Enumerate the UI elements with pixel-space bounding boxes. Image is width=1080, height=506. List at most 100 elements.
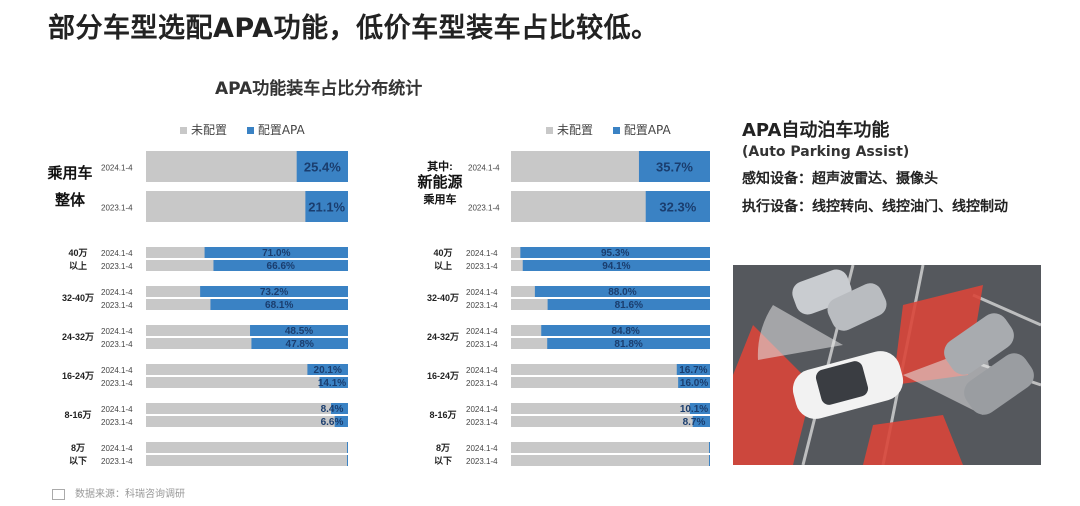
- period-label: 2024.1-4: [466, 249, 498, 258]
- bar-configured: [251, 338, 348, 349]
- period-label: 2024.1-4: [101, 327, 133, 336]
- bar-not-configured: [146, 455, 348, 466]
- legend-swatch-grey: [546, 127, 553, 134]
- period-label: 2024.1-4: [466, 405, 498, 414]
- apa-info-panel: APA自动泊车功能 (Auto Parking Assist) 感知设备：超声波…: [742, 116, 1072, 216]
- legend-label: 配置APA: [623, 123, 671, 137]
- period-label: 2023.1-4: [101, 379, 133, 388]
- period-label: 2023.1-4: [466, 301, 498, 310]
- bar-configured: [709, 442, 710, 453]
- period-label: 2024.1-4: [101, 288, 133, 297]
- value-label: 73.2%: [260, 287, 288, 298]
- value-label: 8.4%: [321, 404, 344, 415]
- value-label: 8.7%: [683, 417, 706, 428]
- bar-not-configured: [146, 403, 348, 414]
- legend-swatch-grey: [180, 127, 187, 134]
- value-label: 35.7%: [656, 160, 693, 175]
- period-label: 2024.1-4: [101, 366, 133, 375]
- value-label: 84.8%: [611, 326, 639, 337]
- period-label: 2024.1-4: [466, 366, 498, 375]
- legend-item-not-configured: 未配置: [180, 123, 227, 137]
- bar-configured: [547, 338, 710, 349]
- category-label: 以下: [434, 456, 452, 466]
- bar-configured: [319, 377, 348, 388]
- bar-not-configured: [146, 442, 348, 453]
- value-label: 25.4%: [304, 160, 341, 175]
- value-label: 47.8%: [286, 339, 314, 350]
- value-label: 14.1%: [318, 378, 346, 389]
- value-label: 81.6%: [615, 300, 643, 311]
- legend-swatch-blue: [612, 127, 620, 134]
- category-label: 32-40万: [427, 293, 459, 303]
- category-label: 整体: [55, 191, 86, 209]
- period-label: 2024.1-4: [101, 164, 133, 173]
- category-label: 8万: [71, 443, 85, 453]
- value-label: 6.6%: [321, 417, 344, 428]
- legend-right: 未配置 配置APA: [546, 121, 687, 138]
- bar-not-configured: [146, 416, 348, 427]
- period-label: 2024.1-4: [468, 164, 500, 173]
- bar-configured: [638, 151, 710, 182]
- period-label: 2024.1-4: [466, 288, 498, 297]
- value-label: 66.6%: [267, 261, 295, 272]
- bar-configured: [541, 325, 710, 336]
- sensing-devices: 感知设备：超声波雷达、摄像头: [742, 171, 938, 187]
- legend-left: 未配置 配置APA: [180, 121, 321, 138]
- value-label: 21.1%: [308, 200, 345, 215]
- bar-configured: [676, 364, 710, 375]
- value-label: 16.7%: [679, 365, 707, 376]
- period-label: 2023.1-4: [101, 262, 133, 271]
- period-label: 2023.1-4: [466, 418, 498, 427]
- category-label: 24-32万: [427, 332, 459, 342]
- category-label: 新能源: [417, 173, 462, 191]
- source-text: 数据来源：科瑞咨询调研: [75, 489, 185, 500]
- value-label: 10.1%: [680, 404, 708, 415]
- period-label: 2023.1-4: [466, 379, 498, 388]
- category-label: 乘用车: [423, 192, 457, 206]
- period-label: 2023.1-4: [468, 204, 500, 213]
- bar-configured: [200, 286, 348, 297]
- period-label: 2023.1-4: [466, 340, 498, 349]
- value-label: 48.5%: [285, 326, 313, 337]
- value-label: 16.0%: [680, 378, 708, 389]
- legend-swatch-blue: [246, 127, 254, 134]
- category-label: 40万: [68, 248, 87, 258]
- apa-panel-title: APA自动泊车功能: [742, 120, 890, 141]
- category-label: 40万: [433, 248, 452, 258]
- bar-configured: [520, 247, 710, 258]
- legend-label: 未配置: [557, 123, 594, 137]
- category-label: 24-32万: [62, 332, 94, 342]
- category-label: 8万: [436, 443, 450, 453]
- legend-label: 配置APA: [257, 123, 305, 137]
- bar-configured: [678, 377, 710, 388]
- period-label: 2024.1-4: [101, 249, 133, 258]
- period-label: 2023.1-4: [101, 418, 133, 427]
- slide-title: 部分车型选配APA功能，低价车型装车占比较低。: [48, 13, 659, 44]
- actuation-devices: 执行设备：线控转向、线控油门、线控制动: [742, 199, 1008, 215]
- period-label: 2023.1-4: [466, 262, 498, 271]
- bar-configured: [522, 260, 710, 271]
- period-label: 2023.1-4: [101, 457, 133, 466]
- period-label: 2024.1-4: [466, 327, 498, 336]
- bar-not-configured: [146, 338, 348, 349]
- bar-configured: [534, 286, 710, 297]
- bar-configured: [331, 403, 348, 414]
- bar-configured: [305, 191, 348, 222]
- apa-panel-subtitle: (Auto Parking Assist): [742, 144, 910, 160]
- period-label: 2024.1-4: [101, 405, 133, 414]
- category-label: 16-24万: [62, 371, 94, 381]
- bar-configured: [689, 403, 710, 414]
- category-label: 乘用车: [46, 164, 92, 182]
- value-label: 68.1%: [265, 300, 293, 311]
- bar-not-configured: [511, 455, 710, 466]
- bar-configured: [547, 299, 710, 310]
- category-label: 16-24万: [427, 371, 459, 381]
- category-label: 32-40万: [62, 293, 94, 303]
- bar-not-configured: [511, 364, 710, 375]
- bar-configured: [213, 260, 348, 271]
- category-label: 以上: [434, 260, 452, 271]
- bar-not-configured: [146, 364, 348, 375]
- legend-item-configured: 配置APA: [612, 123, 671, 137]
- period-label: 2023.1-4: [101, 340, 133, 349]
